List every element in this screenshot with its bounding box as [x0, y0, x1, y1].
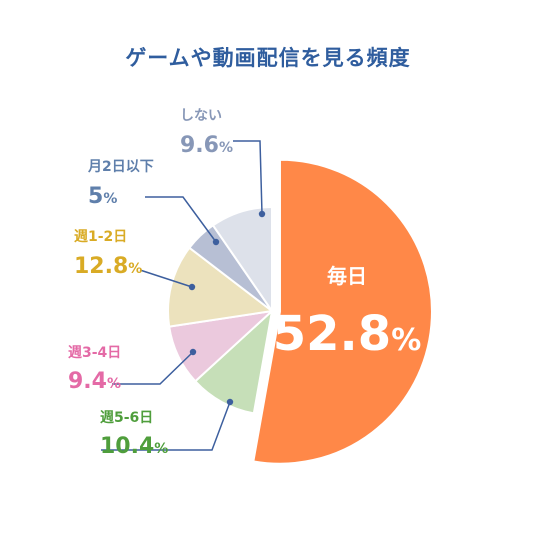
pie-slice-3	[167, 246, 275, 328]
slice-value-1: 10.4%	[100, 434, 168, 459]
pie-slice-5	[211, 205, 273, 315]
slice-label-5: しない	[180, 108, 222, 124]
slice-value-3: 12.8%	[74, 254, 142, 279]
chart-title: ゲームや動画配信を見る頻度	[125, 46, 411, 70]
leader-line-3	[139, 269, 193, 288]
leader-line-1	[101, 401, 231, 451]
slice-label-3: 週1-2日	[74, 229, 127, 245]
leader-dot-2	[189, 348, 197, 356]
slice-value-4: 5%	[88, 184, 117, 209]
leader-dot-4	[212, 238, 220, 246]
pie-slice-0	[252, 158, 433, 465]
slice-label-2: 週3-4日	[68, 345, 121, 361]
leader-line-2	[112, 351, 194, 385]
slice-label-0: 毎日	[327, 264, 367, 288]
slice-value-5: 9.6%	[180, 133, 233, 158]
slice-value-2: 9.4%	[68, 369, 121, 394]
leader-line-5	[233, 140, 263, 215]
leader-dot-3	[188, 283, 196, 291]
leader-dot-5	[258, 210, 266, 218]
slice-value-0: 52.8%	[273, 306, 422, 362]
slice-label-1: 週5-6日	[100, 410, 153, 426]
leader-dot-1	[226, 398, 234, 406]
slice-label-4: 月2日以下	[87, 159, 154, 175]
leader-line-4	[145, 196, 217, 243]
